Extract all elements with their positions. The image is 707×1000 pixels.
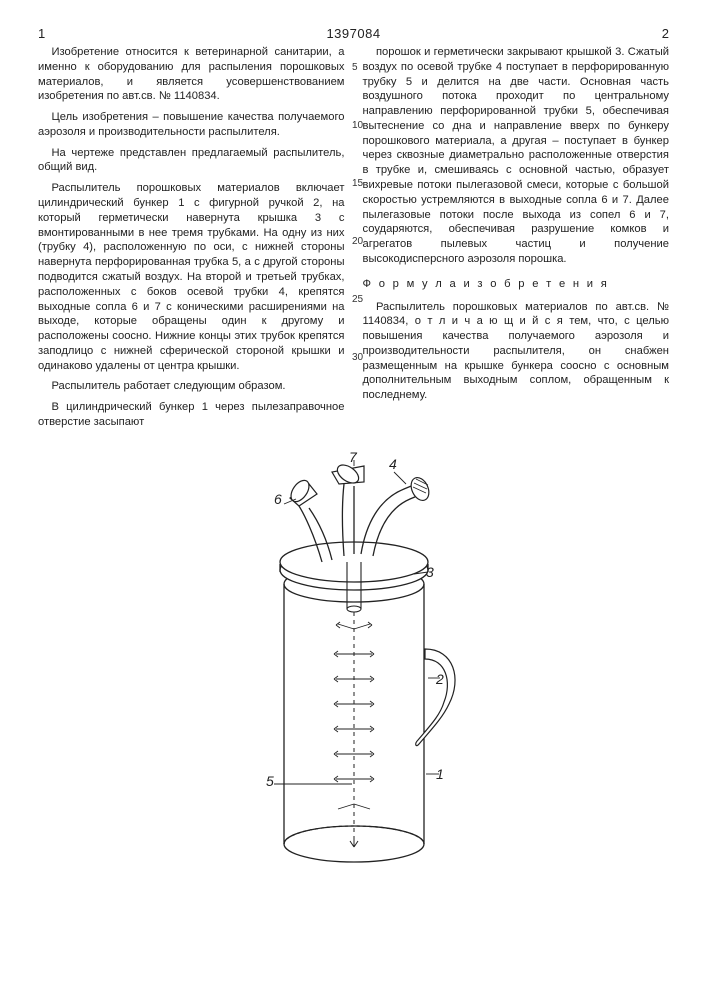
- fig-label-5: 5: [266, 773, 274, 789]
- line-number: 20: [352, 236, 363, 247]
- para: порошок и герметически закрывают крышкой…: [363, 45, 670, 267]
- patent-number: 1397084: [326, 26, 380, 41]
- fig-label-4: 4: [389, 456, 397, 472]
- para: Цель изобретения – повышение качества по…: [38, 110, 345, 140]
- patent-figure: 1 2 3 4 5 6 7: [204, 444, 504, 874]
- claim-text: Распылитель порошковых материалов по авт…: [363, 300, 670, 403]
- line-number: 5: [352, 62, 358, 73]
- line-number: 10: [352, 120, 363, 131]
- para: Распылитель работает следующим образом.: [38, 379, 345, 394]
- line-number: 15: [352, 178, 363, 189]
- page-number-left: 1: [38, 26, 45, 41]
- right-column: порошок и герметически закрывают крышкой…: [363, 45, 670, 436]
- para: Распылитель порошковых материалов включа…: [38, 181, 345, 373]
- fig-label-2: 2: [435, 671, 444, 687]
- para: Изобретение относится к ветеринарной сан…: [38, 45, 345, 104]
- line-number: 30: [352, 352, 363, 363]
- para: В цилиндрический бункер 1 через пылезапр…: [38, 400, 345, 430]
- fig-label-3: 3: [426, 564, 434, 580]
- left-column: Изобретение относится к ветеринарной сан…: [38, 45, 345, 436]
- fig-label-6: 6: [274, 491, 282, 507]
- fig-label-7: 7: [349, 449, 358, 465]
- fig-label-1: 1: [436, 766, 444, 782]
- para: На чертеже представлен предлагаемый расп…: [38, 146, 345, 176]
- claim-title: Ф о р м у л а и з о б р е т е н и я: [363, 277, 670, 292]
- page-number-right: 2: [662, 26, 669, 41]
- line-number: 25: [352, 294, 363, 305]
